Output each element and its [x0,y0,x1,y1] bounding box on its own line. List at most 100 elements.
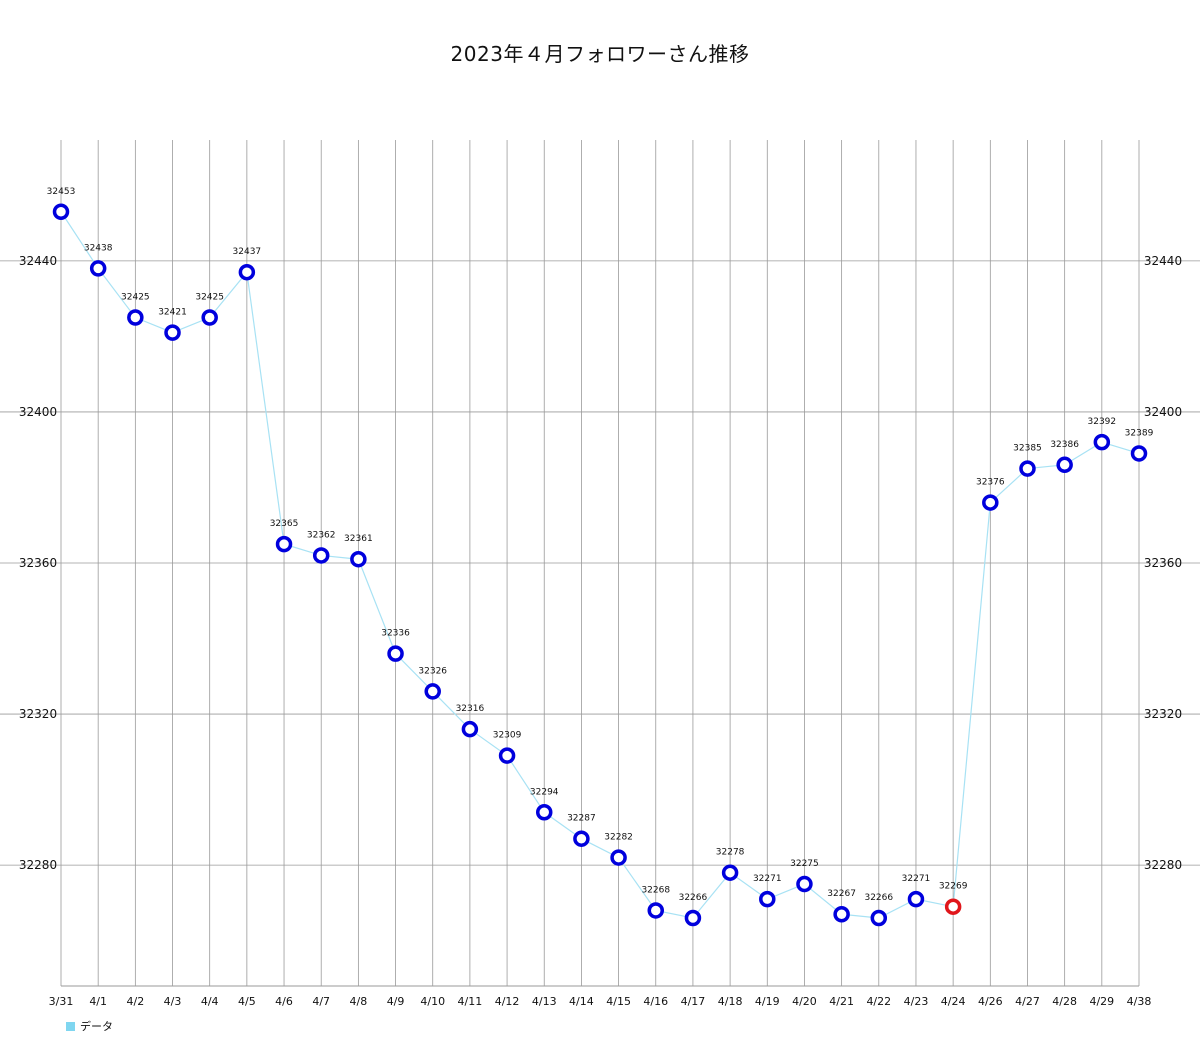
data-point [350,550,367,568]
data-point [424,683,441,700]
x-tick-label: 4/23 [904,995,929,1008]
data-label: 32336 [381,629,410,639]
y-tick-label-right: 32320 [1144,707,1182,721]
data-label: 32362 [307,530,336,540]
data-point [721,864,739,881]
x-tick-label: 4/15 [606,995,631,1008]
data-point [1093,433,1111,451]
x-tick-label: 4/6 [275,995,293,1008]
y-tick-label-left: 32280 [19,858,57,872]
x-tick-label: 4/13 [532,995,557,1008]
data-point [796,875,813,893]
x-tick-label: 4/18 [718,995,743,1008]
data-label: 32425 [121,293,150,303]
chart-title: 2023年４月フォロワーさん推移 [450,42,750,66]
data-point [907,890,925,908]
legend-label: データ [80,1020,113,1033]
data-label: 32421 [158,308,187,318]
data-label: 32271 [902,874,931,884]
data-label: 32389 [1125,428,1154,438]
x-tick-label: 4/14 [569,995,594,1008]
x-tick-label: 4/9 [387,995,405,1008]
data-label: 32453 [47,187,76,197]
data-label: 32376 [976,478,1005,488]
data-point [833,905,850,923]
data-label: 32365 [270,519,299,529]
data-label: 32385 [1013,444,1042,454]
data-point [1019,460,1036,477]
x-tick-label: 4/3 [164,995,182,1008]
legend: データ [66,1018,113,1034]
data-label: 32267 [827,889,856,899]
x-tick-label: 4/20 [792,995,817,1008]
x-tick-label: 3/31 [49,995,74,1008]
data-point [238,263,256,281]
x-tick-label: 4/17 [681,995,706,1008]
data-point [312,547,330,564]
data-point-highlight [944,898,962,915]
x-tick-label: 4/2 [126,995,144,1008]
data-label: 32271 [753,874,782,884]
data-label: 32386 [1050,440,1079,450]
x-tick-label: 4/12 [495,995,520,1008]
data-point [870,909,888,927]
data-point [89,260,107,277]
data-label: 32287 [567,814,596,824]
data-label: 32438 [84,243,113,253]
y-tick-label-left: 32360 [19,556,57,570]
data-label: 32269 [939,882,968,892]
x-tick-label: 4/29 [1089,995,1114,1008]
data-label: 32268 [641,885,670,895]
y-tick-label-left: 32440 [19,254,57,268]
data-point [610,849,627,866]
x-tick-label: 4/21 [829,995,854,1008]
data-point [387,645,404,662]
x-tick-label: 4/1 [89,995,107,1008]
data-point [573,830,590,847]
data-label: 32425 [195,293,224,303]
data-point [535,804,553,821]
x-tick-label: 4/27 [1015,995,1040,1008]
data-point [1056,456,1073,474]
data-label: 32282 [604,833,633,843]
data-point [201,309,218,326]
data-label: 32275 [790,859,819,869]
x-tick-label: 4/11 [458,995,483,1008]
y-tick-label-left: 32400 [19,405,57,419]
data-point [982,494,999,511]
data-label: 32309 [493,731,522,741]
series-line [60,211,1140,919]
data-point [461,720,479,738]
x-tick-label: 4/4 [201,995,219,1008]
data-point [498,747,516,764]
data-point [1130,445,1148,462]
x-tick-label: 4/22 [866,995,891,1008]
data-label: 32266 [679,893,708,903]
x-tick-label: 4/28 [1052,995,1077,1008]
y-tick-label-right: 32440 [1144,254,1182,268]
x-tick-label: 4/10 [420,995,445,1008]
data-label: 32316 [456,704,485,714]
data-point [127,309,144,326]
x-tick-label: 4/16 [643,995,668,1008]
data-label: 32266 [864,893,893,903]
x-tick-label: 4/7 [312,995,330,1008]
data-label: 32361 [344,534,373,544]
data-point [759,890,776,908]
y-tick-label-right: 32360 [1144,556,1182,570]
data-label: 32437 [233,247,262,257]
y-tick-label-right: 32400 [1144,405,1182,419]
data-point [275,535,293,553]
x-tick-label: 4/38 [1127,995,1152,1008]
data-label: 32392 [1088,417,1117,427]
data-point [684,909,702,927]
legend-swatch [66,1021,75,1031]
x-tick-label: 4/24 [941,995,966,1008]
data-label: 32326 [418,666,447,676]
data-label: 32278 [716,848,745,858]
data-point [52,203,70,221]
data-point [647,902,665,919]
x-tick-label: 4/19 [755,995,780,1008]
y-tick-label-left: 32320 [19,707,57,721]
